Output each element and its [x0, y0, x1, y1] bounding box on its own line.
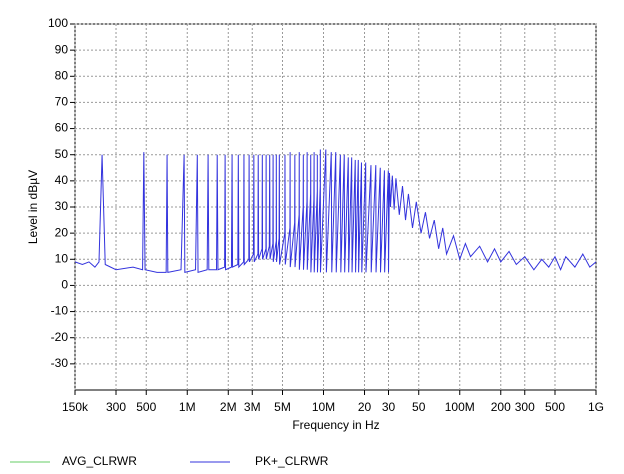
y-tick-label: -30: [51, 356, 69, 370]
x-tick-label: 1M: [179, 400, 196, 414]
y-tick-label: 100: [48, 16, 68, 30]
x-tick-label: 500: [545, 400, 565, 414]
x-tick-label: 1G: [588, 400, 604, 414]
y-tick-label: 60: [55, 121, 69, 135]
y-axis-title: Level in dBµV: [26, 170, 40, 244]
legend-label: AVG_CLRWR: [62, 454, 137, 468]
x-tick-label: 150k: [62, 400, 89, 414]
y-tick-label: 30: [55, 199, 69, 213]
x-tick-label: 20: [358, 400, 372, 414]
x-tick-label: 5M: [274, 400, 291, 414]
y-tick-label: 0: [61, 278, 68, 292]
y-tick-label: -20: [51, 330, 69, 344]
x-tick-label: 2M: [220, 400, 237, 414]
y-tick-label: 50: [55, 147, 69, 161]
y-tick-label: 20: [55, 225, 69, 239]
x-tick-label: 200: [491, 400, 511, 414]
x-tick-label: 10M: [312, 400, 335, 414]
legend-label: PK+_CLRWR: [255, 454, 329, 468]
y-tick-label: 40: [55, 173, 69, 187]
x-tick-label: 500: [136, 400, 156, 414]
x-tick-label: 300: [515, 400, 535, 414]
y-tick-label: 10: [55, 251, 69, 265]
y-tick-label: 90: [55, 42, 69, 56]
y-tick-label: 80: [55, 68, 69, 82]
x-tick-label: 300: [106, 400, 126, 414]
x-axis-title: Frequency in Hz: [292, 418, 379, 432]
series-line: [74, 149, 597, 274]
y-tick-label: 70: [55, 95, 69, 109]
x-tick-label: 30: [382, 400, 396, 414]
x-tick-label: 100M: [445, 400, 475, 414]
x-tick-label: 50: [412, 400, 426, 414]
y-tick-label: -10: [51, 304, 69, 318]
x-tick-label: 3M: [244, 400, 261, 414]
